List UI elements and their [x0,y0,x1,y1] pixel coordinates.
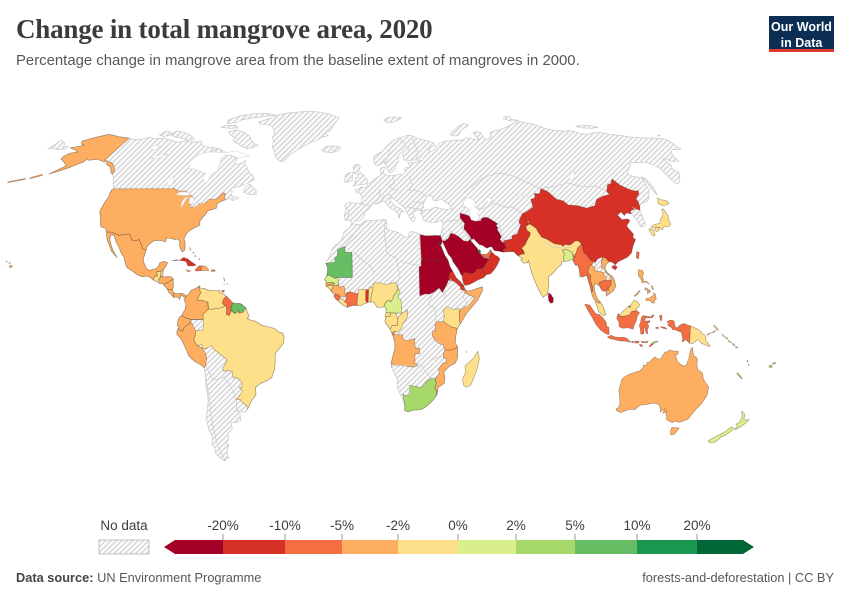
svg-text:-5%: -5% [330,518,354,533]
svg-text:2%: 2% [506,518,526,533]
svg-text:5%: 5% [565,518,585,533]
svg-text:20%: 20% [683,518,710,533]
svg-text:10%: 10% [623,518,650,533]
svg-text:-10%: -10% [269,518,301,533]
svg-text:-20%: -20% [207,518,239,533]
svg-text:No data: No data [100,518,148,533]
svg-text:-2%: -2% [386,518,410,533]
svg-text:0%: 0% [448,518,468,533]
